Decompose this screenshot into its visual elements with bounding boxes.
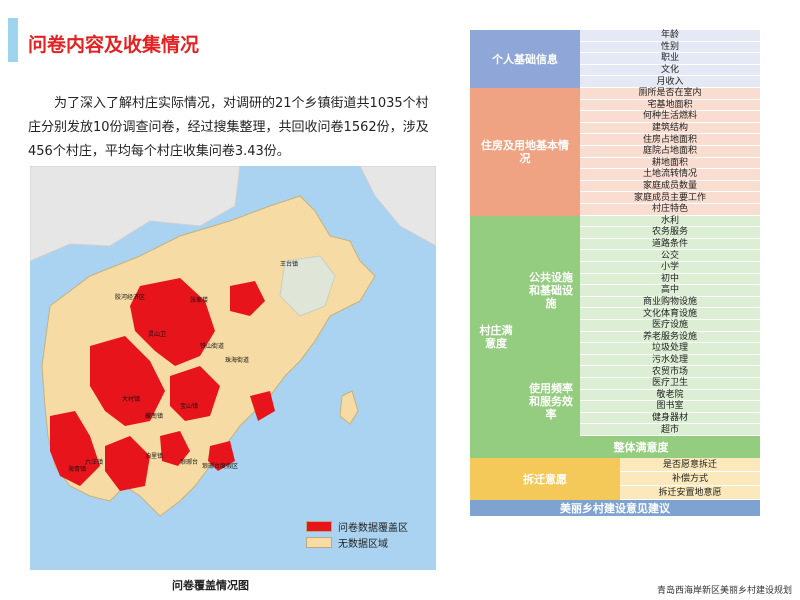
table-item: 农务服务 [580,227,760,239]
town-label: 张家楼 [190,296,208,304]
title-accent-bar [8,18,18,62]
legend-row-covered: 问卷数据覆盖区 [306,518,408,534]
table-item: 家庭成员数量 [580,180,760,193]
table-footer-row: 美丽乡村建设意见建议 [470,500,760,516]
intro-line: 为了深入了解村庄实际情况，对调研的21个乡镇街道共1035个村 [54,96,429,111]
table-item: 垃圾处理 [580,343,760,355]
table-section-label: 个人基础信息 [470,30,580,88]
legend-label: 问卷数据覆盖区 [338,522,408,534]
table-subsection-label: 公共设施和基础设施 [522,215,580,367]
table-item: 道路条件 [580,238,760,251]
town-label: 大村镇 [122,395,140,403]
table-section-label: 村庄满意度 [470,215,522,458]
survey-content-table: 个人基础信息 年龄 性别 职业 文化 月收入 住房及用地基本情况 厕所是否在室内 宅基地面积 何种… [470,30,760,573]
table-summary-row: 整体满意度 [522,436,760,458]
table-item: 何种生活燃料 [580,111,760,123]
table-item: 超市 [580,424,760,436]
table-item: 养老服务设施 [580,331,760,344]
table-item: 公交 [580,250,760,262]
table-item: 高中 [580,285,760,297]
town-label: 海青镇 [68,465,86,473]
table-subsection-label: 使用频率和服务效率 [522,366,580,436]
legend-label: 无数据区域 [338,538,388,550]
town-label: 琅琊台 [180,458,198,466]
table-item: 庭院占地面积 [580,146,760,158]
table-section-label: 住房及用地基本情况 [470,88,580,216]
intro-line: 庄分别发放10份调查问卷，经过搜集整理，共回收问卷1562份，涉及 [28,120,429,135]
table-item: 性别 [580,41,760,54]
table-item: 住房占地面积 [580,134,760,146]
table-item: 耕地面积 [580,157,760,170]
survey-coverage-map: 王台镇 胶河经济区 张家楼 铁山街道 珠海街道 灵山卫 大村镇 藏南镇 宝山镇 … [30,166,436,570]
table-item: 建筑结构 [580,122,760,135]
map-graphic: 王台镇 胶河经济区 张家楼 铁山街道 珠海街道 灵山卫 大村镇 藏南镇 宝山镇 … [30,166,436,570]
table-item: 初中 [580,273,760,286]
town-label: 铁山街道 [200,342,224,350]
table-item: 补偿方式 [620,472,760,486]
table-item: 土地流转情况 [580,169,760,181]
table-item: 村庄特色 [580,204,760,216]
town-label: 泊里镇 [145,452,163,460]
table-item: 农贸市场 [580,366,760,378]
intro-line: 456个村庄，平均每个村庄收集问卷3.43份。 [28,144,290,159]
table-item: 宅基地面积 [580,99,760,112]
town-label: 六汪镇 [85,458,103,466]
town-label: 珠海街道 [225,356,249,364]
town-label: 王台镇 [280,260,298,268]
town-label: 琅琊台度假区 [202,462,238,470]
table-item: 健身器材 [580,412,760,425]
footer-credit: 青岛西海岸新区美丽乡村建设规划 [656,586,792,596]
town-label: 胶河经济区 [115,293,145,301]
table-item: 是否愿意拆迁 [620,458,760,472]
table-item: 拆迁安置地意愿 [620,486,760,500]
table-item: 污水处理 [580,354,760,367]
table-item: 医疗卫生 [580,378,760,390]
town-label: 藏南镇 [145,412,163,420]
table-item: 图书室 [580,401,760,413]
table-item: 小学 [580,262,760,274]
table-item: 厕所是否在室内 [580,88,760,100]
legend-swatch-red [306,520,332,532]
town-label: 宝山镇 [180,402,198,410]
legend-swatch-beige [306,536,332,548]
table-section-label: 拆迁意愿 [470,458,620,500]
page-title: 问卷内容及收集情况 [28,34,200,56]
intro-paragraph: 为了深入了解村庄实际情况，对调研的21个乡镇街道共1035个村 庄分别发放10份… [28,92,448,164]
table-item: 文化 [580,64,760,77]
table-item: 职业 [580,53,760,65]
table-item: 月收入 [580,76,760,88]
town-label: 灵山卫 [148,330,166,338]
table-item: 水利 [580,215,760,228]
map-legend: 问卷数据覆盖区 无数据区域 [306,518,408,550]
table-item: 医疗设施 [580,320,760,332]
map-caption: 问卷覆盖情况图 [172,579,249,592]
table-item: 敬老院 [580,389,760,402]
table-item: 文化体育设施 [580,308,760,320]
table-item: 年龄 [580,30,760,42]
table-item: 家庭成员主要工作 [580,192,760,204]
table-item: 商业购物设施 [580,296,760,309]
legend-row-nodata: 无数据区域 [306,534,408,550]
